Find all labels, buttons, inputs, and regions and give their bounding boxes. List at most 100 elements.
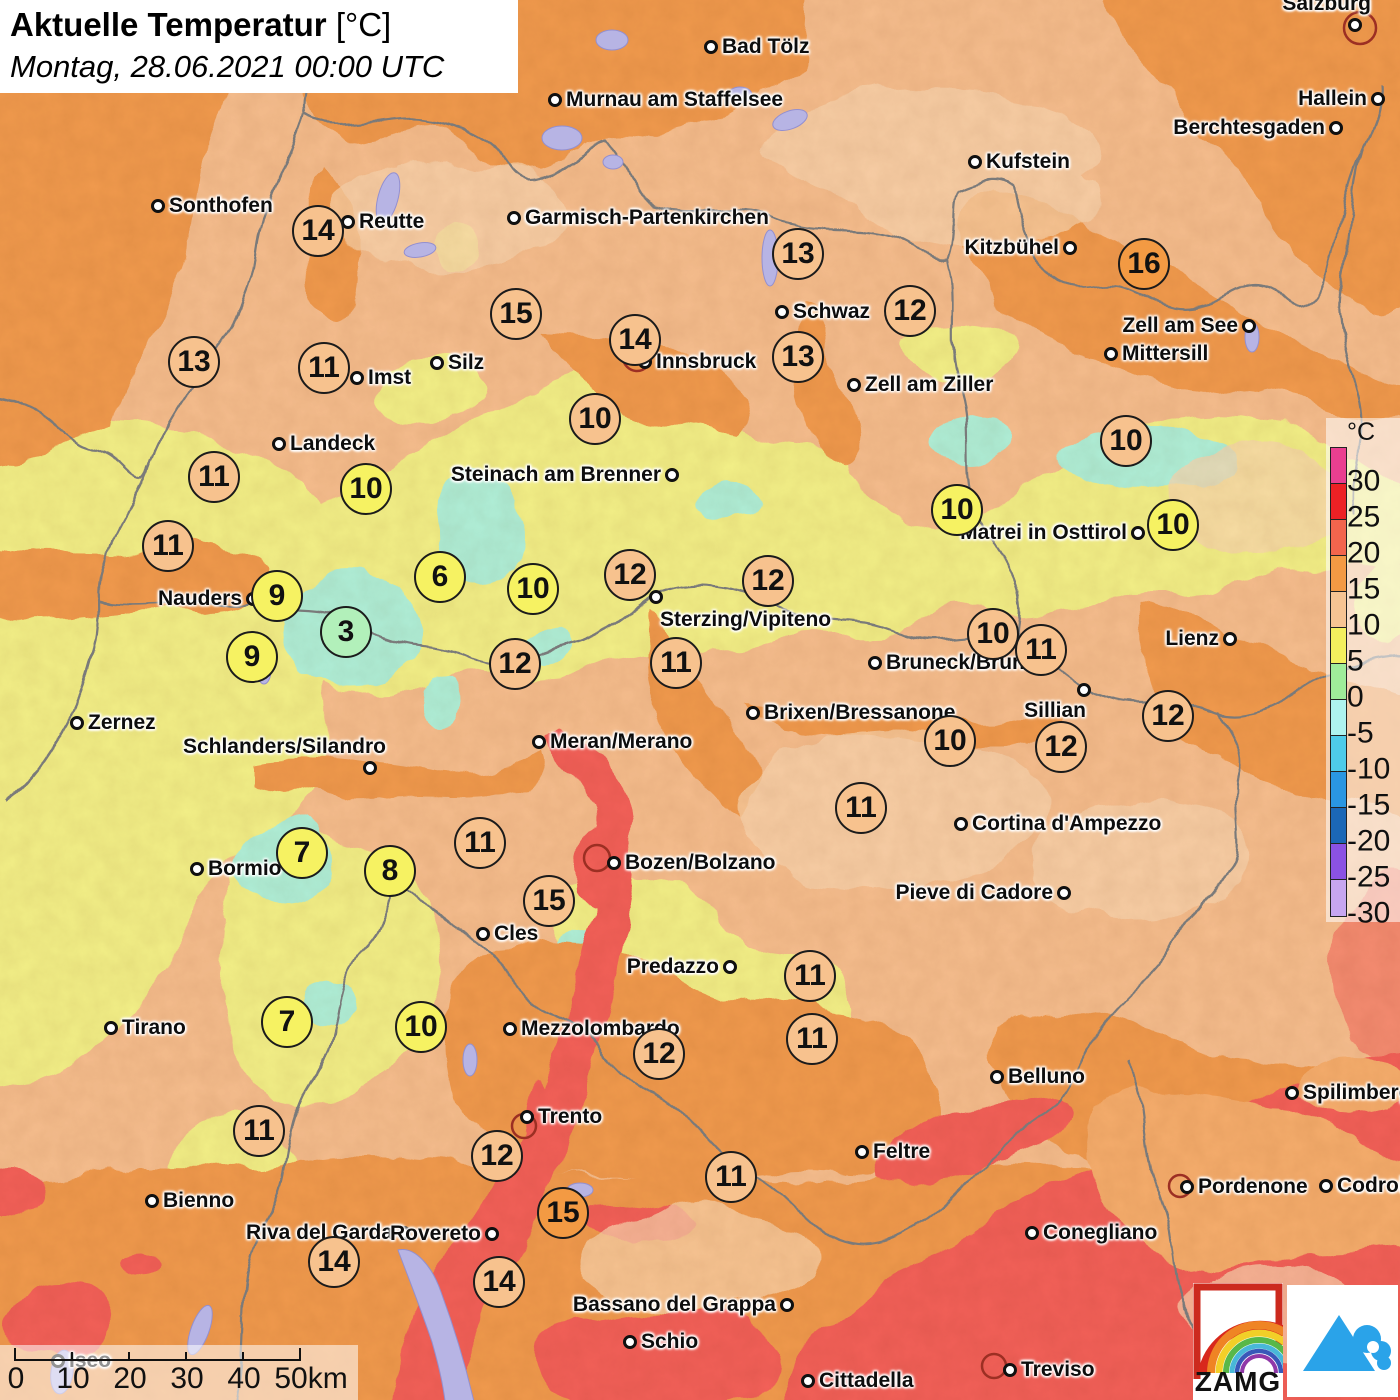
temperature-badge: 13 xyxy=(772,331,824,383)
city-label: Garmisch-Partenkirchen xyxy=(525,206,769,229)
scale-label: 30 xyxy=(170,1362,204,1395)
temperature-badge: 6 xyxy=(414,551,466,603)
city-marker xyxy=(1329,121,1343,135)
scale-label: 20 xyxy=(113,1362,147,1395)
city-marker xyxy=(350,371,364,385)
temperature-badge: 11 xyxy=(786,1013,838,1065)
city-label: Mittersill xyxy=(1122,342,1209,365)
city-label: Meran/Merano xyxy=(550,730,693,753)
legend-colorbar xyxy=(1330,447,1347,917)
temperature-badge: 10 xyxy=(569,393,621,445)
city-label: Bad Tölz xyxy=(722,35,810,58)
scale-bar-line xyxy=(14,1359,300,1361)
city-label: Feltre xyxy=(873,1140,931,1163)
city-marker xyxy=(801,1374,815,1388)
city-label: Cles xyxy=(494,922,539,945)
city-marker xyxy=(954,817,968,831)
city-marker xyxy=(1057,886,1071,900)
legend-unit-label: °C xyxy=(1347,418,1376,446)
city-label: Belluno xyxy=(1008,1065,1085,1088)
temperature-badge: 13 xyxy=(772,228,824,280)
mountain-cloud-logo xyxy=(1287,1285,1398,1397)
temperature-badge: 7 xyxy=(276,827,328,879)
city-marker xyxy=(704,40,718,54)
city-marker xyxy=(503,1022,517,1036)
legend-cell-10 xyxy=(1331,592,1346,628)
city-marker xyxy=(104,1021,118,1035)
temperature-badge: 11 xyxy=(650,637,702,689)
page-subtitle: Montag, 28.06.2021 00:00 UTC xyxy=(10,49,445,84)
city-marker xyxy=(723,960,737,974)
legend-label: -25 xyxy=(1347,860,1391,894)
city-marker xyxy=(1063,241,1077,255)
city-marker xyxy=(1180,1180,1194,1194)
page-title: Aktuelle Temperatur [°C] xyxy=(10,6,392,43)
city-label: Bassano del Grappa xyxy=(572,1293,776,1316)
temperature-badge: 14 xyxy=(292,205,344,257)
city-marker xyxy=(665,468,679,482)
city-marker xyxy=(868,656,882,670)
legend-label: 10 xyxy=(1347,608,1381,642)
city-marker xyxy=(70,716,84,730)
temperature-badge: 11 xyxy=(454,817,506,869)
city-marker xyxy=(607,856,621,870)
legend-label: -15 xyxy=(1347,788,1391,822)
legend-label: -10 xyxy=(1347,752,1391,786)
temperature-badge: 11 xyxy=(835,782,887,834)
zamg-logo-text: ZAMG xyxy=(1194,1366,1282,1397)
city-marker xyxy=(507,211,521,225)
temperature-badge: 11 xyxy=(298,342,350,394)
city-label: Tirano xyxy=(122,1016,186,1039)
legend-cell-30 xyxy=(1331,448,1346,484)
legend: °C 30 25 20 15 10 5 0 -5 -10 -15 -20 -25 -30 xyxy=(1326,418,1400,930)
zamg-logo: ZAMG xyxy=(1193,1283,1322,1400)
temperature-badge: 14 xyxy=(308,1236,360,1288)
city-marker xyxy=(775,305,789,319)
temperature-badge: 15 xyxy=(537,1187,589,1239)
city-marker xyxy=(1077,683,1091,697)
city-label: Predazzo xyxy=(626,955,719,978)
scale-tick xyxy=(299,1348,301,1361)
scale-label: 50km xyxy=(274,1362,348,1395)
temperature-badge: 12 xyxy=(1035,721,1087,773)
city-label: Berchtesgaden xyxy=(1173,116,1325,139)
temperature-badge: 9 xyxy=(226,631,278,683)
legend-cell--15 xyxy=(1331,772,1346,808)
city-marker xyxy=(397,1226,411,1240)
city-label: Riva del Garda xyxy=(245,1221,393,1244)
temperature-badge: 13 xyxy=(168,336,220,388)
city-label: Rovereto xyxy=(389,1222,481,1245)
city-label: Codroipo xyxy=(1337,1174,1400,1197)
city-marker xyxy=(1242,319,1256,333)
temperature-badge: 10 xyxy=(340,463,392,515)
city-marker xyxy=(532,735,546,749)
temperature-badge: 12 xyxy=(742,555,794,607)
temperature-badge: 10 xyxy=(1147,499,1199,551)
city-marker xyxy=(623,1335,637,1349)
city-label: Innsbruck xyxy=(656,350,757,373)
temperature-badge: 10 xyxy=(931,484,983,536)
temperature-badge: 15 xyxy=(523,875,575,927)
city-label: Zell am See xyxy=(1122,314,1238,337)
legend-label: 5 xyxy=(1347,644,1364,678)
temperature-badge: 16 xyxy=(1118,238,1170,290)
temperature-badge: 11 xyxy=(142,520,194,572)
title-unit: [°C] xyxy=(326,6,392,43)
legend-label: -5 xyxy=(1347,716,1374,750)
temperature-badge: 12 xyxy=(604,549,656,601)
city-marker xyxy=(1003,1363,1017,1377)
city-label: Bormio xyxy=(208,857,282,880)
city-marker xyxy=(649,590,663,604)
city-label: Murnau am Staffelsee xyxy=(566,88,784,111)
city-label: Pieve di Cadore xyxy=(895,881,1053,904)
legend-cell-15 xyxy=(1331,556,1346,592)
city-label: Silz xyxy=(448,351,485,374)
city-marker xyxy=(1319,1179,1333,1193)
city-marker xyxy=(272,437,286,451)
city-marker xyxy=(151,199,165,213)
city-label: Bozen/Bolzano xyxy=(625,851,776,874)
mountain-cloud-icon xyxy=(1303,1315,1391,1371)
temperature-badge: 11 xyxy=(1015,624,1067,676)
city-label: Brixen/Bressanone xyxy=(764,701,956,724)
